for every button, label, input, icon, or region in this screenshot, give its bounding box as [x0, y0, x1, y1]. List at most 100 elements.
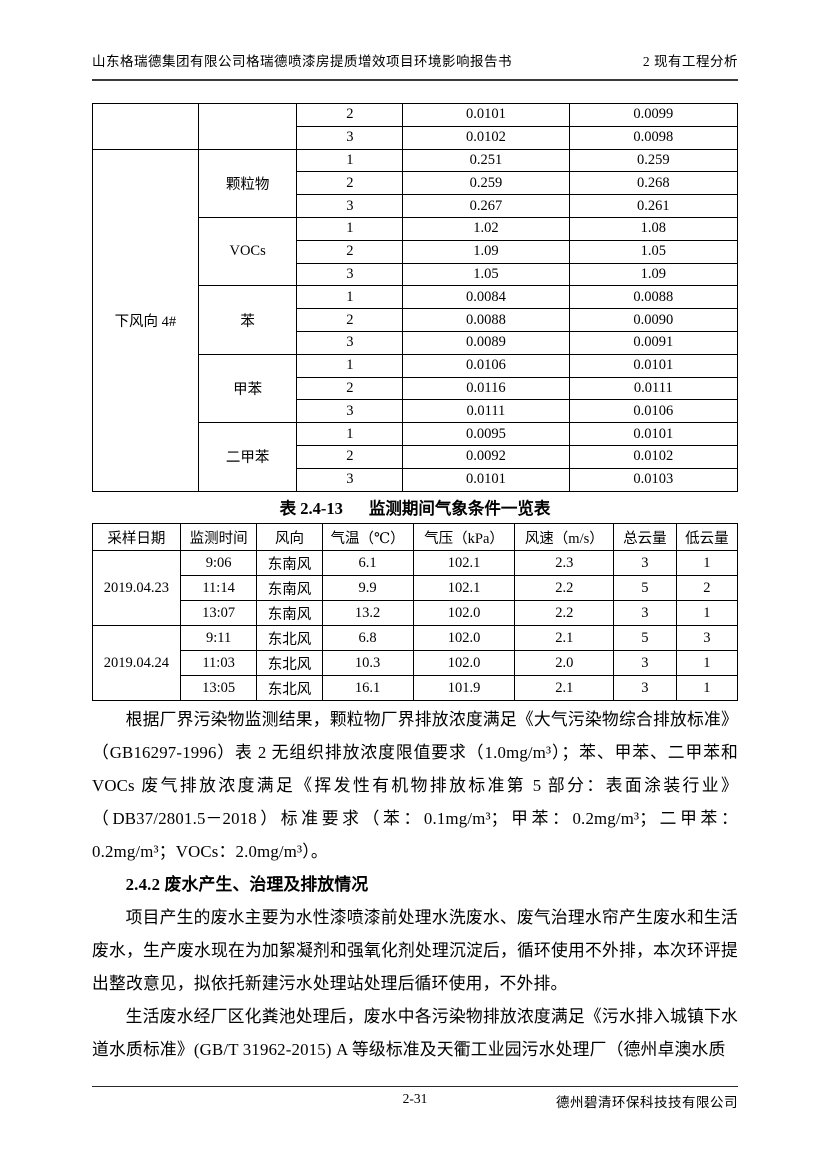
table-cell: 2	[675, 575, 739, 601]
column-header: 总云量	[613, 523, 677, 551]
table-cell: 1.05	[402, 262, 570, 287]
table-row: 2 1.09 1.05	[93, 239, 739, 264]
date-cell: 2019.04.23	[92, 550, 181, 626]
table-cell: 1	[296, 216, 404, 241]
table-row: 下风向 4# 颗粒物 1 0.251 0.259	[92, 148, 739, 492]
pollutant-name-cell: 苯	[197, 285, 298, 355]
table-cell: 13.2	[321, 600, 414, 626]
table-cell: 0.0101	[402, 103, 570, 127]
table-cell: 102.0	[412, 600, 516, 626]
table-cell: 11:03	[179, 650, 258, 676]
table-cell: 0.0101	[568, 422, 739, 446]
table-cell: 1	[675, 550, 739, 576]
empty-cell	[197, 103, 298, 150]
table-row: 2 0.0101 0.0099	[92, 103, 739, 150]
page-number: 2-31	[402, 1091, 428, 1106]
table-cell: 3	[613, 600, 677, 626]
table-cell: 0.0116	[402, 376, 570, 401]
table-cell: 2.1	[514, 675, 615, 701]
table-cell: 0.0092	[402, 444, 570, 469]
table-row: 13:05 东北风 16.1 101.9 2.1 3 1	[93, 675, 739, 701]
table-cell: 1	[296, 422, 404, 446]
table-cell: 东北风	[256, 625, 323, 651]
paragraph-wastewater-production: 项目产生的废水主要为水性漆喷漆前处理水洗废水、废气治理水帘产生废水和生活废水，生…	[92, 908, 738, 993]
section-heading-2-4-2: 2.4.2 废水产生、治理及排放情况	[125, 875, 369, 894]
table-cell: 1.08	[568, 216, 739, 241]
table-cell: 东北风	[256, 675, 323, 701]
column-header: 监测时间	[179, 523, 258, 551]
table-cell: 6.1	[321, 550, 414, 576]
table-caption: 表 2.4-13 监测期间气象条件一览表	[92, 495, 738, 519]
paragraph-air-monitoring-conclusion: 根据厂界污染物监测结果，颗粒物厂界排放浓度满足《大气污染物综合排放标准》（GB1…	[92, 710, 738, 861]
table-cell: 3	[613, 675, 677, 701]
header-chapter: 2 现有工程分析	[642, 54, 738, 69]
table-cell: 2.0	[514, 650, 615, 676]
table-cell: 9:06	[179, 550, 258, 576]
table-cell: 0.0111	[402, 399, 570, 424]
table-cell: 0.0098	[568, 125, 739, 150]
body-text: 根据厂界污染物监测结果，颗粒物厂界排放浓度满足《大气污染物综合排放标准》（GB1…	[92, 703, 738, 1066]
table-cell: 东南风	[256, 575, 323, 601]
table-cell: 2	[296, 308, 404, 332]
footer-company-name: 德州碧清环保科技技有限公司	[556, 1095, 738, 1110]
table-cell: 0.0106	[402, 353, 570, 378]
table-cell: 102.0	[412, 650, 516, 676]
table-cell: 102.1	[412, 575, 516, 601]
pollutant-name-cell: 颗粒物	[197, 148, 298, 218]
table-cell: 1	[296, 148, 404, 173]
table-caption-title: 监测期间气象条件一览表	[368, 499, 551, 518]
table-cell: 0.0084	[402, 285, 570, 310]
table-cell: 0.259	[568, 148, 739, 173]
table-cell: 6.8	[321, 625, 414, 651]
table-cell: 102.1	[412, 550, 516, 576]
table-cell: 0.0102	[568, 444, 739, 469]
table-cell: 2	[296, 376, 404, 401]
column-header: 气压（kPa）	[412, 523, 516, 551]
table-cell: 3	[613, 550, 677, 576]
column-header: 风向	[256, 523, 323, 551]
table-cell: 0.0102	[402, 125, 570, 150]
table-cell: 1	[675, 650, 739, 676]
pollutant-name-cell: 二甲苯	[197, 422, 298, 492]
boundary-monitoring-table: 2 0.0101 0.0099 3 0.0102 0.0098 下风向 4# 颗…	[92, 103, 739, 492]
paragraph-domestic-wastewater: 生活废水经厂区化粪池处理后，废水中各污染物排放浓度满足《污水排入城镇下水道水质标…	[92, 1007, 738, 1059]
table-cell: 1.09	[402, 239, 570, 264]
table-cell: 0.0088	[402, 308, 570, 332]
table-cell: 2	[296, 103, 404, 127]
table-cell: 0.251	[402, 148, 570, 173]
table-cell: 东南风	[256, 600, 323, 626]
table-cell: 0.0088	[568, 285, 739, 310]
table-cell: 1	[296, 353, 404, 378]
table-cell: 1.02	[402, 216, 570, 241]
table-cell: 3	[296, 467, 404, 492]
page-header: 山东格瑞德集团有限公司格瑞德喷漆房提质增效项目环境影响报告书 2 现有工程分析	[92, 50, 738, 81]
table-row: 3 0.0102 0.0098	[93, 125, 739, 150]
table-cell: 2.3	[514, 550, 615, 576]
table-cell: 2.2	[514, 575, 615, 601]
table-cell: 0.268	[568, 171, 739, 196]
table-cell: 3	[296, 330, 404, 355]
table-cell: 16.1	[321, 675, 414, 701]
table-cell: 102.0	[412, 625, 516, 651]
date-cell: 2019.04.24	[92, 625, 181, 701]
table-cell: 3	[296, 125, 404, 150]
empty-cell	[92, 103, 199, 150]
table-cell: 3	[296, 262, 404, 287]
column-header: 风速（m/s）	[514, 523, 615, 551]
table-row: 11:03 东北风 10.3 102.0 2.0 3 1	[93, 650, 739, 676]
pollutant-name-cell: 甲苯	[197, 353, 298, 424]
table-row: 二甲苯 1 0.0095 0.0101	[93, 422, 739, 492]
table-cell: 101.9	[412, 675, 516, 701]
table-cell: 2	[296, 239, 404, 264]
table-row: 3 0.0101 0.0103	[93, 467, 739, 492]
table-cell: 13:05	[179, 675, 258, 701]
table-cell: 0.261	[568, 194, 739, 218]
table-cell: 0.0111	[568, 376, 739, 401]
table-cell: 0.0106	[568, 399, 739, 424]
column-header: 气温（℃）	[321, 523, 414, 551]
table-cell: 1.09	[568, 262, 739, 287]
column-header: 采样日期	[92, 523, 181, 551]
table-cell: 2.2	[514, 600, 615, 626]
table-cell: 0.259	[402, 171, 570, 196]
table-cell: 2	[296, 171, 404, 196]
